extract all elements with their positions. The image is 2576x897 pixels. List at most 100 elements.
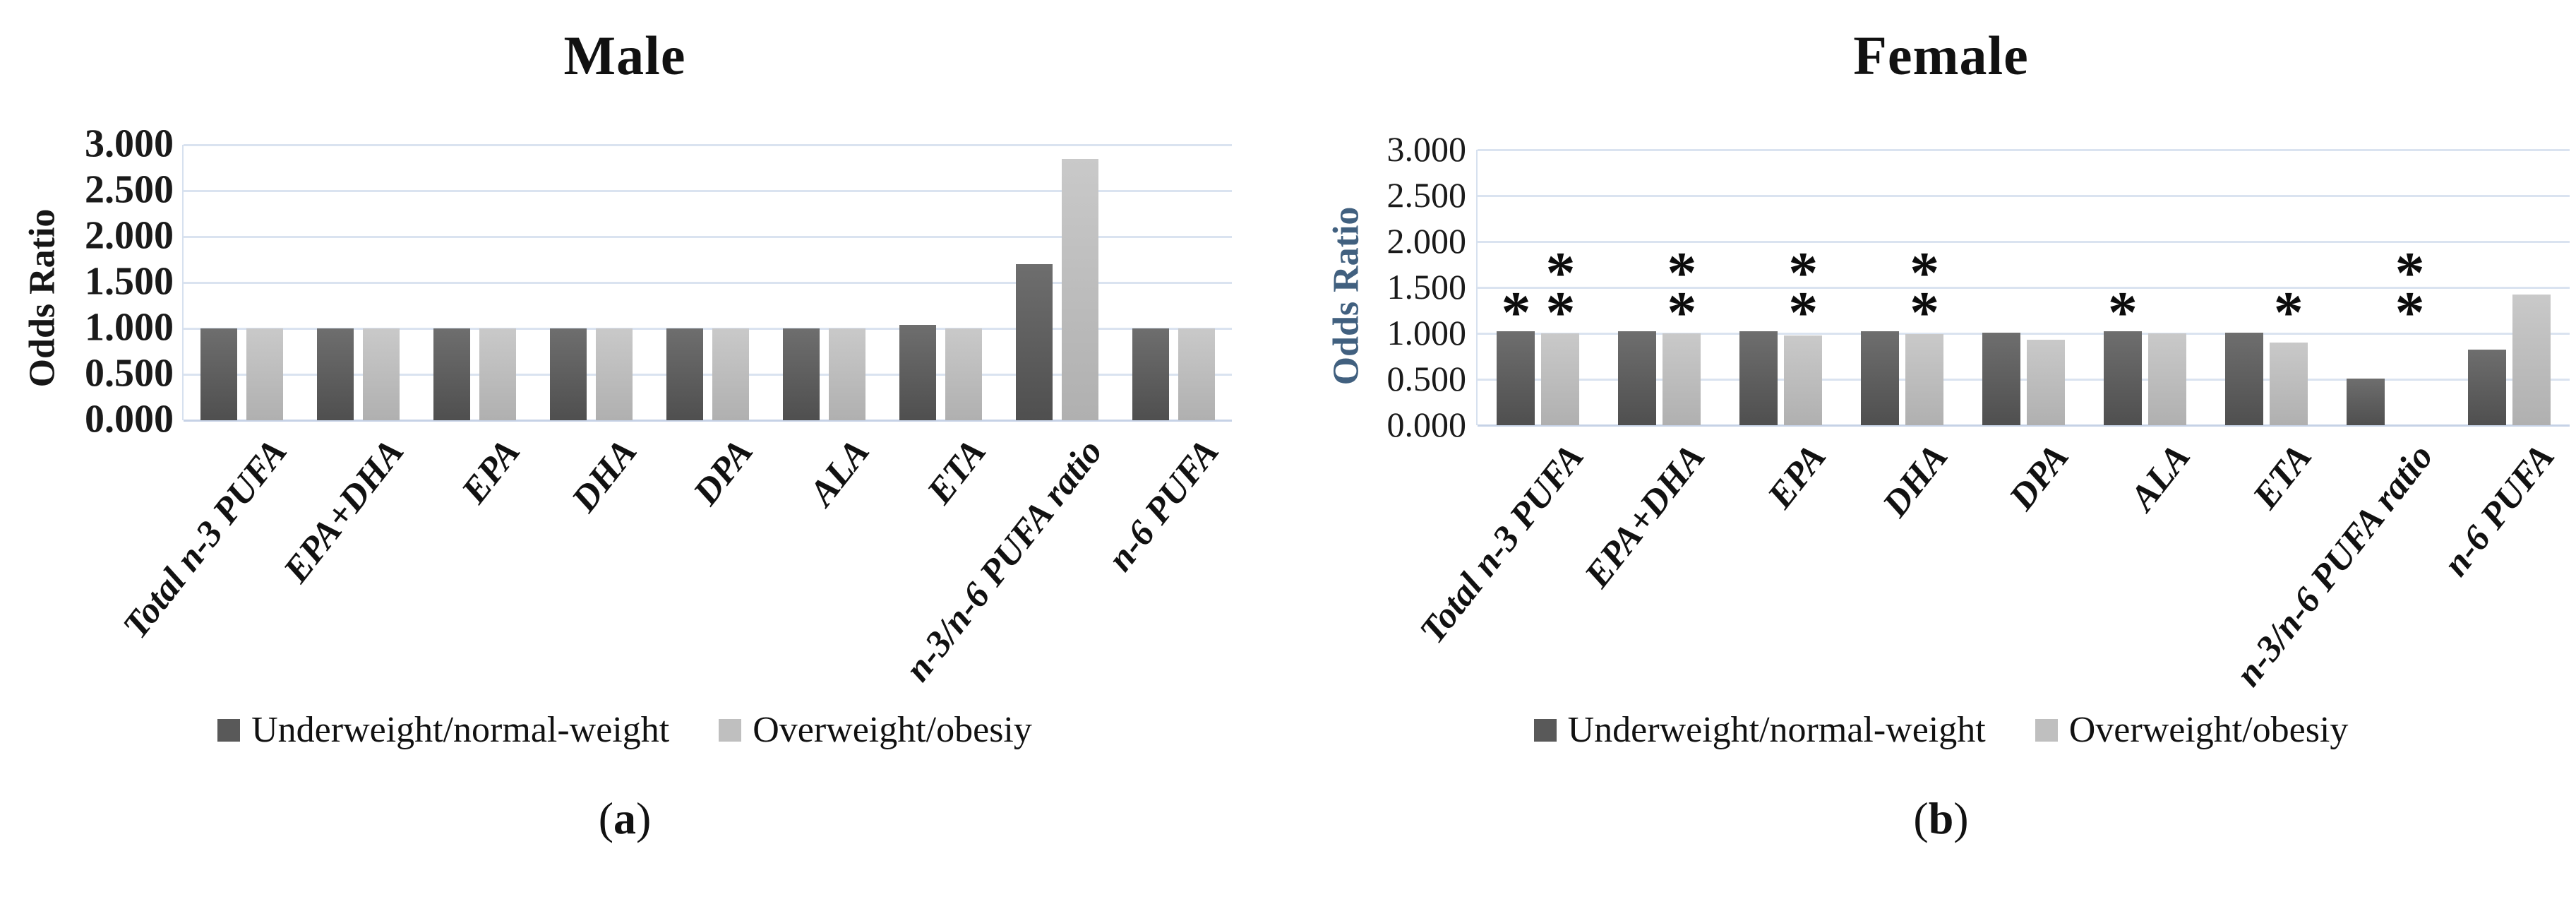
significance-asterisks: * * xyxy=(1893,244,1956,346)
x-axis-label: n-6 PUFA xyxy=(2435,436,2563,584)
legend: Underweight/normal-weight Overweight/obe… xyxy=(0,709,1250,751)
bar-underweight-normal xyxy=(1861,331,1900,425)
chart-title: Female xyxy=(1853,25,2029,86)
bar-overweight-obesity xyxy=(2512,295,2551,425)
gridline xyxy=(1478,195,2570,197)
bar-underweight-normal xyxy=(783,328,820,420)
legend-swatch-light xyxy=(719,718,742,742)
caption-paren: ) xyxy=(636,793,652,843)
bar-overweight-obesity xyxy=(2269,343,2308,425)
caption-paren: ( xyxy=(1913,793,1929,843)
x-axis-label: ALA xyxy=(2122,436,2199,518)
bar-overweight-obesity xyxy=(363,328,400,420)
legend: Underweight/normal-weight Overweight/obe… xyxy=(1306,709,2576,751)
legend-label: Underweight/normal-weight xyxy=(251,710,670,750)
y-axis-tick: 2.000 xyxy=(1386,220,1467,261)
chart-panel-male: Male Odds Ratio 3.000 2.500 2.000 1.500 1.00… xyxy=(0,0,1250,897)
x-axis-label: n-3/n-6 PUFA ratio xyxy=(897,432,1111,689)
gridline xyxy=(184,328,1232,330)
y-axis-tick: 0.500 xyxy=(1386,358,1467,398)
x-axis-line xyxy=(184,420,1232,422)
x-axis-label: Total n-3 PUFA xyxy=(115,432,296,646)
legend-item-underweight: Underweight/normal-weight xyxy=(1533,709,1986,751)
x-axis-label: DPA xyxy=(2001,436,2078,518)
y-axis-tick: 1.500 xyxy=(85,259,174,304)
legend-label: Overweight/obesiy xyxy=(2068,710,2349,750)
legend-label: Overweight/obesiy xyxy=(753,710,1032,750)
legend-swatch-light xyxy=(2035,718,2058,742)
gridline xyxy=(184,374,1232,376)
bar-underweight-normal xyxy=(1132,328,1169,420)
x-axis-label: DPA xyxy=(685,432,762,513)
bar-underweight-normal xyxy=(1497,331,1535,425)
caption-paren: ) xyxy=(1953,793,1969,843)
x-axis-label: ETA xyxy=(2245,436,2320,517)
bar-underweight-normal xyxy=(2467,350,2506,425)
bar-underweight-normal xyxy=(1016,264,1053,420)
bar-underweight-normal xyxy=(200,328,237,420)
x-axis-line xyxy=(1478,424,2570,427)
significance-asterisks: * xyxy=(2257,280,2320,346)
x-axis-label: EPA+DHA xyxy=(1577,436,1713,595)
bar-underweight-normal xyxy=(2103,331,2142,425)
y-axis-tick: 1.500 xyxy=(1386,266,1467,307)
significance-asterisks: * * xyxy=(2378,244,2442,343)
x-axis-label: EPA xyxy=(1760,436,1835,516)
x-axis-label: ALA xyxy=(802,432,878,513)
bar-overweight-obesity xyxy=(1541,333,1580,425)
x-axis-label: DHA xyxy=(563,432,645,520)
x-axis-label: ETA xyxy=(919,432,995,512)
asterisk: * xyxy=(2107,280,2138,346)
bar-overweight-obesity xyxy=(1178,328,1215,420)
asterisk: * xyxy=(1667,280,1697,346)
chart-title: Male xyxy=(563,25,686,86)
legend-swatch-dark xyxy=(217,718,241,742)
y-axis-tick: 2.500 xyxy=(1386,174,1467,215)
y-axis-line xyxy=(182,145,184,420)
chart-panel-female: Female Odds Ratio 3.000 2.500 2.000 1.500 1.… xyxy=(1306,0,2576,897)
gridline xyxy=(1478,149,2570,151)
bar-underweight-normal xyxy=(2346,378,2385,425)
asterisk: * xyxy=(2273,280,2304,346)
x-axis-label: n-6 PUFA xyxy=(1100,432,1228,579)
gridline xyxy=(184,144,1232,146)
x-axis-label: EPA xyxy=(454,432,529,511)
legend-item-overweight: Overweight/obesiy xyxy=(2035,709,2349,751)
bar-underweight-normal xyxy=(1739,331,1778,425)
legend-item-underweight: Underweight/normal-weight xyxy=(217,709,669,751)
bar-overweight-obesity xyxy=(2147,333,2186,425)
asterisk: * xyxy=(1501,280,1531,346)
bar-underweight-normal xyxy=(2224,332,2263,425)
bar-overweight-obesity xyxy=(1905,334,1944,425)
bar-overweight-obesity xyxy=(1784,335,1823,425)
caption-paren: ( xyxy=(598,793,613,843)
y-axis-tick: 2.000 xyxy=(85,213,174,258)
y-axis-tick: 0.000 xyxy=(85,397,174,441)
y-axis-line xyxy=(1476,150,1478,425)
bar-underweight-normal xyxy=(317,328,354,420)
bar-underweight-normal xyxy=(1618,331,1657,425)
bar-underweight-normal xyxy=(433,328,470,420)
y-axis-tick: 0.500 xyxy=(85,351,174,396)
bar-overweight-obesity xyxy=(945,328,982,420)
bar-underweight-normal xyxy=(1982,332,2020,425)
asterisk: * xyxy=(1788,280,1819,346)
significance-asterisks: * * xyxy=(1528,244,1592,343)
y-axis-tick: 0.000 xyxy=(1386,404,1467,444)
bar-overweight-obesity xyxy=(829,328,865,420)
gridline xyxy=(184,236,1232,238)
panel-caption-b: (b) xyxy=(1306,792,2576,845)
plot-area: 3.000 2.500 2.000 1.500 1.000 0.500 0.000 * * * To… xyxy=(1387,129,2570,694)
bar-overweight-obesity xyxy=(1663,333,1701,425)
y-axis-tick: 1.000 xyxy=(1386,312,1467,352)
gridline xyxy=(1478,241,2570,243)
bar-overweight-obesity xyxy=(1062,158,1098,420)
caption-letter: a xyxy=(613,793,636,843)
y-axis-tick: 2.500 xyxy=(85,167,174,212)
asterisk: * xyxy=(1910,280,1940,346)
bar-underweight-normal xyxy=(666,328,703,420)
significance-asterisks: * * xyxy=(1650,244,1713,346)
bar-overweight-obesity xyxy=(712,328,749,420)
significance-asterisks: * xyxy=(2091,280,2155,346)
